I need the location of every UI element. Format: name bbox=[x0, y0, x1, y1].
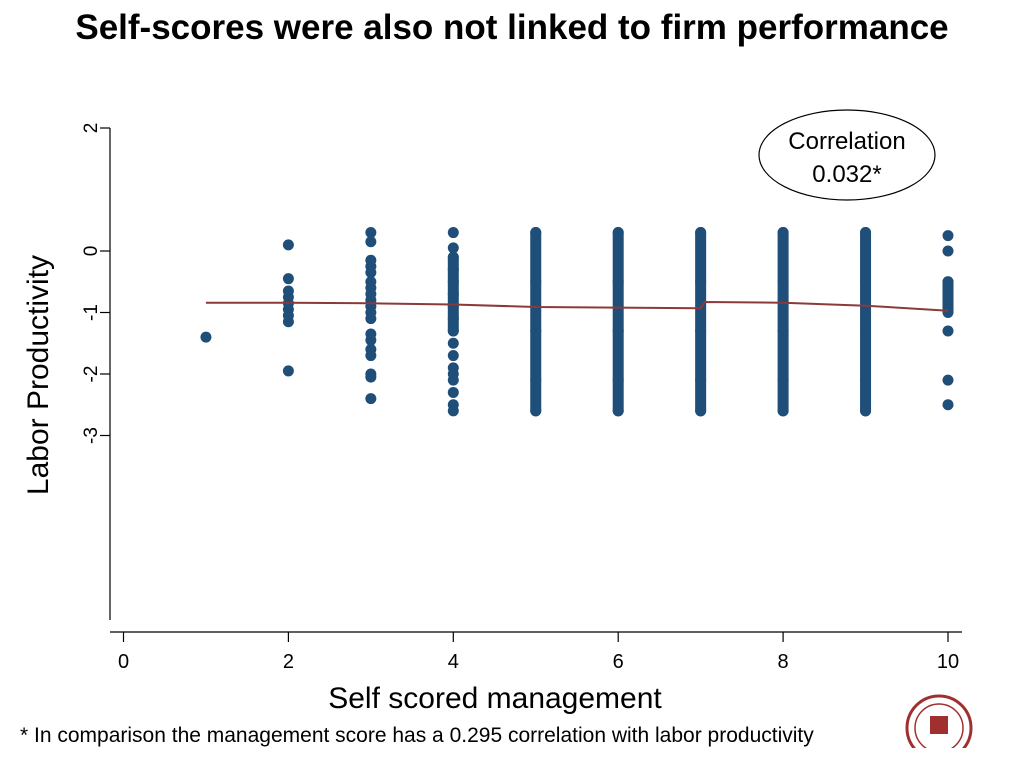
x-tick-label: 2 bbox=[283, 651, 294, 673]
data-point bbox=[447, 386, 459, 398]
y-tick-label: 0 bbox=[81, 246, 102, 257]
x-tick-label: 6 bbox=[613, 651, 624, 673]
data-point bbox=[365, 350, 377, 362]
x-axis-label: Self scored management bbox=[328, 682, 662, 715]
data-point bbox=[942, 230, 954, 242]
x-tick-label: 4 bbox=[448, 651, 459, 673]
data-point bbox=[447, 227, 459, 239]
y-tick-label: -3 bbox=[81, 427, 102, 444]
data-point bbox=[942, 399, 954, 411]
axes: -3 -2 -1 0 2 0 2 4 6 8 10 bbox=[81, 123, 962, 673]
x-tick-label: 8 bbox=[778, 651, 789, 673]
data-point bbox=[365, 371, 377, 383]
data-point bbox=[365, 393, 377, 405]
annotation-line1: Correlation bbox=[788, 128, 905, 155]
data-point bbox=[365, 334, 377, 346]
y-tick-label: -1 bbox=[81, 304, 102, 321]
fit-line bbox=[205, 300, 949, 312]
data-point bbox=[447, 374, 459, 386]
data-point bbox=[365, 267, 377, 279]
data-point bbox=[942, 325, 954, 337]
correlation-annotation: Correlation 0.032* bbox=[758, 109, 936, 201]
annotation-ellipse bbox=[758, 109, 936, 201]
data-point bbox=[282, 239, 294, 251]
data-point bbox=[282, 365, 294, 377]
data-point bbox=[282, 273, 294, 285]
footnote: * In comparison the management score has… bbox=[20, 724, 814, 747]
y-axis-label: Labor Productivity bbox=[22, 255, 55, 495]
data-point bbox=[200, 331, 212, 343]
data-point bbox=[282, 316, 294, 328]
x-tick-label: 0 bbox=[118, 651, 129, 673]
data-point bbox=[365, 236, 377, 248]
data-point bbox=[365, 313, 377, 325]
page-title: Self-scores were also not linked to firm… bbox=[75, 8, 949, 47]
data-points bbox=[200, 227, 954, 417]
data-point bbox=[447, 350, 459, 362]
fit-line-group bbox=[205, 300, 949, 312]
y-tick-label: 2 bbox=[81, 123, 102, 134]
y-tick-label: -2 bbox=[81, 366, 102, 383]
x-tick-label: 10 bbox=[937, 651, 959, 673]
data-point bbox=[447, 337, 459, 349]
university-seal-logo bbox=[905, 694, 973, 748]
data-point bbox=[942, 245, 954, 257]
annotation-line2: 0.032* bbox=[812, 161, 881, 188]
data-point bbox=[365, 227, 377, 239]
data-point bbox=[942, 374, 954, 386]
data-point bbox=[447, 405, 459, 417]
data-point bbox=[447, 242, 459, 254]
